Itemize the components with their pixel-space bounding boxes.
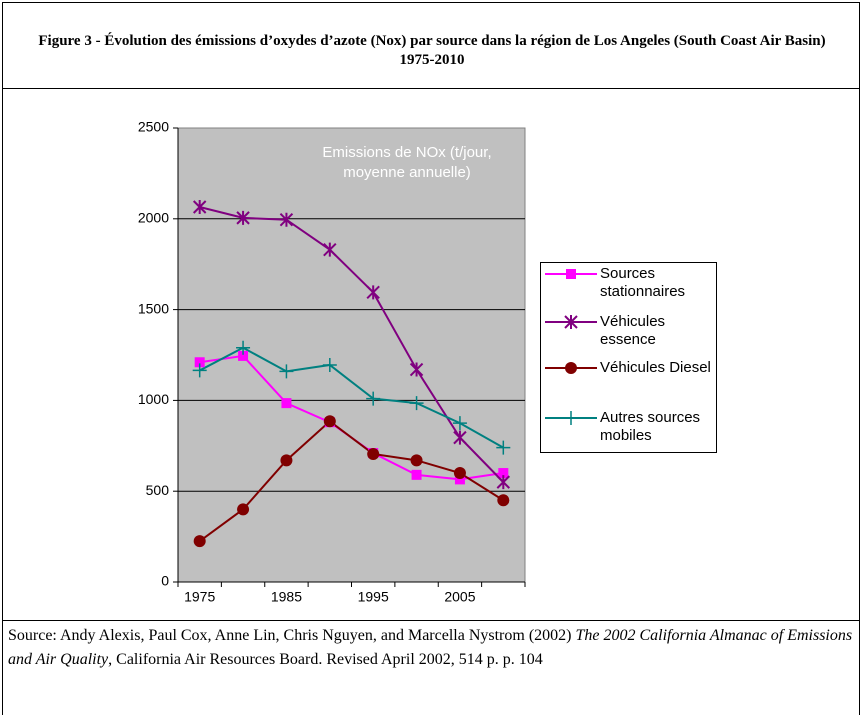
legend-label: Autres sources mobiles	[600, 409, 701, 444]
marker	[410, 454, 423, 467]
marker	[452, 416, 467, 431]
x-tick-label: 1995	[358, 589, 389, 605]
marker	[367, 447, 380, 460]
marker	[409, 396, 424, 411]
marker	[236, 340, 251, 355]
marker	[236, 210, 250, 225]
marker	[411, 469, 422, 480]
marker	[366, 391, 381, 406]
x-tick-label: 2005	[444, 589, 475, 605]
marker	[453, 430, 467, 445]
source-title: The 2002 California Almanac of Emissions…	[8, 627, 853, 668]
marker	[323, 415, 336, 428]
legend-label: Véhicules essence	[600, 313, 666, 348]
x-tick-label: 1975	[184, 589, 215, 605]
marker	[279, 364, 294, 379]
marker	[409, 362, 424, 377]
divider	[2, 620, 860, 621]
marker	[193, 535, 206, 548]
marker	[564, 315, 578, 329]
y-tick-label: 2500	[138, 119, 169, 135]
marker	[194, 357, 205, 368]
x-tick-label: 1985	[271, 589, 302, 605]
marker	[366, 285, 380, 300]
legend-label: Véhicules Diesel	[600, 359, 711, 376]
marker	[565, 362, 577, 374]
marker	[237, 503, 250, 516]
chart-title: Figure 3 - Évolution des émissions d’oxy…	[38, 33, 826, 68]
marker	[454, 474, 465, 485]
divider	[2, 88, 860, 89]
series-line	[199, 346, 504, 449]
source-text: , California Air Resources Board. Revise…	[108, 651, 543, 668]
source-text: Source: Andy Alexis, Paul Cox, Anne Lin,…	[8, 627, 576, 644]
legend-label: Sources stationnaires	[600, 265, 686, 300]
y-tick-label: 500	[146, 482, 170, 498]
y-tick-label: 1500	[138, 300, 169, 316]
marker	[453, 467, 466, 480]
series-line	[199, 206, 505, 483]
y-tick-label: 2000	[138, 210, 169, 226]
plot-area	[177, 127, 526, 583]
source: Source: Andy Alexis, Paul Cox, Anne Lin,…	[8, 624, 858, 672]
marker	[238, 350, 249, 361]
marker	[566, 269, 576, 279]
marker	[322, 357, 337, 372]
marker	[281, 398, 292, 409]
marker	[496, 475, 511, 490]
marker	[496, 440, 511, 455]
marker	[192, 199, 207, 214]
marker	[279, 212, 294, 227]
series-line	[199, 419, 504, 542]
marker	[497, 494, 510, 507]
marker	[498, 468, 509, 479]
marker	[192, 363, 207, 378]
marker	[323, 242, 337, 257]
marker	[564, 411, 578, 425]
legend	[540, 262, 717, 453]
y-tick-label: 0	[161, 573, 169, 589]
y-tick-label: 1000	[138, 391, 169, 407]
annotation: Emissions de NOx (t/jour, moyenne annuel…	[322, 144, 492, 181]
marker	[280, 454, 293, 467]
